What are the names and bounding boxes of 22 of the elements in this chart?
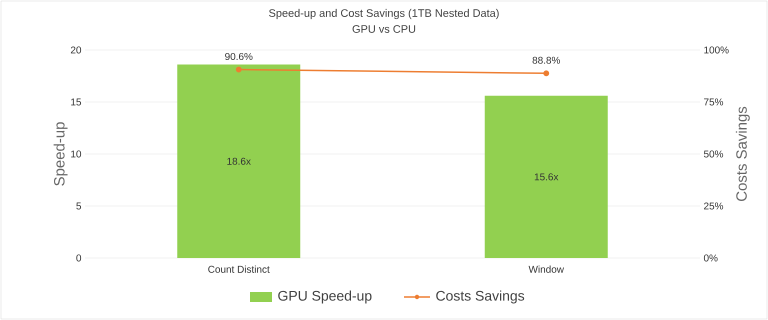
data-label: 15.6x xyxy=(534,173,558,180)
legend-label: GPU Speed-up xyxy=(278,290,372,304)
chart-title: Speed-up and Cost Savings (1TB Nested Data) xyxy=(269,8,499,20)
legend-label: Costs Savings xyxy=(436,290,524,304)
y2-tick-label: 0% xyxy=(704,254,718,262)
y2-tick-label: 50% xyxy=(704,150,724,158)
y-tick-label: 10 xyxy=(71,150,82,158)
y-axis-title: Speed-up xyxy=(54,122,68,186)
y-tick-label: 0 xyxy=(76,254,82,262)
y2-tick-label: 100% xyxy=(704,46,729,54)
data-label: 18.6x xyxy=(227,158,251,165)
x-tick-label: Count Distinct xyxy=(208,266,270,273)
y2-axis-title: Costs Savings xyxy=(736,106,750,201)
y2-tick-label: 75% xyxy=(704,98,724,106)
y-tick-label: 15 xyxy=(71,98,82,106)
chart-subtitle: GPU vs CPU xyxy=(352,25,416,33)
x-tick-label: Window xyxy=(528,266,564,273)
y-tick-label: 5 xyxy=(76,202,82,210)
data-label: 90.6% xyxy=(225,52,253,60)
y-tick-label: 20 xyxy=(70,46,82,54)
data-label: 88.8% xyxy=(532,56,560,64)
y2-tick-label: 25% xyxy=(704,202,724,210)
